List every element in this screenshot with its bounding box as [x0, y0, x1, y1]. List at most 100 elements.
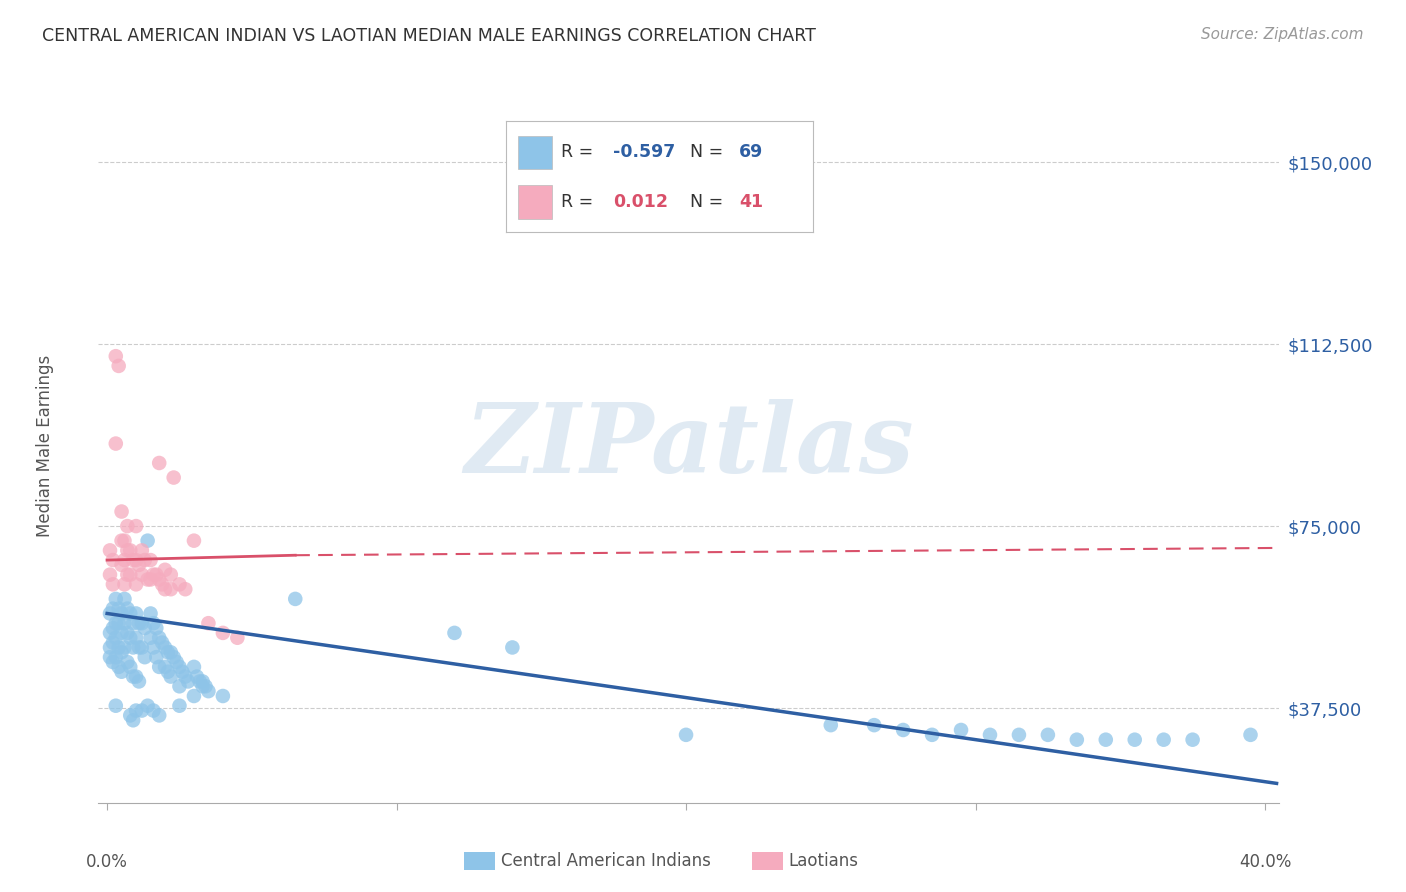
Point — [191, 679, 214, 693]
Point — [114, 591, 136, 606]
Point — [120, 567, 142, 582]
Point — [186, 670, 208, 684]
Point — [131, 704, 153, 718]
Point — [107, 660, 129, 674]
Point — [117, 626, 139, 640]
Point — [156, 645, 179, 659]
Point — [139, 573, 162, 587]
Point — [139, 553, 162, 567]
Point — [159, 582, 181, 597]
Text: Laotians: Laotians — [789, 852, 859, 870]
Point — [110, 645, 132, 659]
Point — [104, 650, 127, 665]
Point — [98, 607, 121, 621]
Point — [163, 470, 186, 484]
Text: Median Male Earnings: Median Male Earnings — [37, 355, 55, 537]
Point — [169, 577, 191, 591]
Point — [107, 640, 129, 655]
Point — [675, 728, 697, 742]
Point — [174, 582, 197, 597]
Point — [136, 698, 159, 713]
Point — [1008, 728, 1031, 742]
Point — [194, 679, 217, 693]
Point — [131, 616, 153, 631]
Point — [169, 698, 191, 713]
Point — [110, 533, 132, 548]
Point — [153, 660, 176, 674]
Point — [979, 728, 1001, 742]
Point — [117, 601, 139, 615]
Point — [110, 558, 132, 572]
Point — [163, 650, 186, 665]
Point — [159, 567, 181, 582]
Text: ZIPatlas: ZIPatlas — [464, 399, 914, 493]
Point — [136, 573, 159, 587]
Point — [183, 660, 205, 674]
Point — [1036, 728, 1059, 742]
Point — [443, 626, 465, 640]
Point — [125, 577, 148, 591]
Point — [114, 640, 136, 655]
Point — [125, 704, 148, 718]
Point — [122, 553, 145, 567]
Point — [125, 519, 148, 533]
Point — [104, 349, 127, 363]
Point — [142, 640, 165, 655]
Text: 40.0%: 40.0% — [1239, 853, 1291, 871]
Point — [120, 607, 142, 621]
Point — [110, 504, 132, 518]
Point — [131, 640, 153, 655]
Point — [212, 689, 235, 703]
Point — [284, 591, 307, 606]
Point — [120, 631, 142, 645]
Point — [117, 655, 139, 669]
Point — [183, 689, 205, 703]
Point — [104, 631, 127, 645]
Point — [117, 519, 139, 533]
Point — [128, 640, 150, 655]
Text: Central American Indians: Central American Indians — [501, 852, 710, 870]
Point — [145, 621, 167, 635]
Point — [98, 626, 121, 640]
Point — [1094, 732, 1116, 747]
Point — [145, 650, 167, 665]
Point — [820, 718, 842, 732]
Point — [101, 577, 124, 591]
Point — [114, 553, 136, 567]
Point — [120, 543, 142, 558]
Point — [114, 533, 136, 548]
Point — [131, 567, 153, 582]
Point — [159, 670, 181, 684]
Point — [153, 640, 176, 655]
Point — [166, 655, 188, 669]
Point — [110, 665, 132, 679]
Point — [125, 631, 148, 645]
Point — [891, 723, 914, 737]
Point — [128, 674, 150, 689]
Point — [98, 567, 121, 582]
Point — [128, 616, 150, 631]
Point — [114, 616, 136, 631]
Point — [150, 577, 173, 591]
Point — [142, 567, 165, 582]
Point — [212, 626, 235, 640]
Point — [98, 650, 121, 665]
Point — [134, 621, 156, 635]
Point — [172, 665, 194, 679]
Point — [148, 573, 170, 587]
Point — [142, 616, 165, 631]
Point — [110, 626, 132, 640]
Point — [1181, 732, 1204, 747]
Point — [120, 660, 142, 674]
Point — [1153, 732, 1175, 747]
Point — [191, 674, 214, 689]
Point — [134, 650, 156, 665]
Point — [117, 567, 139, 582]
Point — [114, 577, 136, 591]
Point — [139, 607, 162, 621]
Point — [125, 670, 148, 684]
Point — [139, 631, 162, 645]
Point — [110, 607, 132, 621]
Point — [107, 601, 129, 615]
Point — [169, 679, 191, 693]
